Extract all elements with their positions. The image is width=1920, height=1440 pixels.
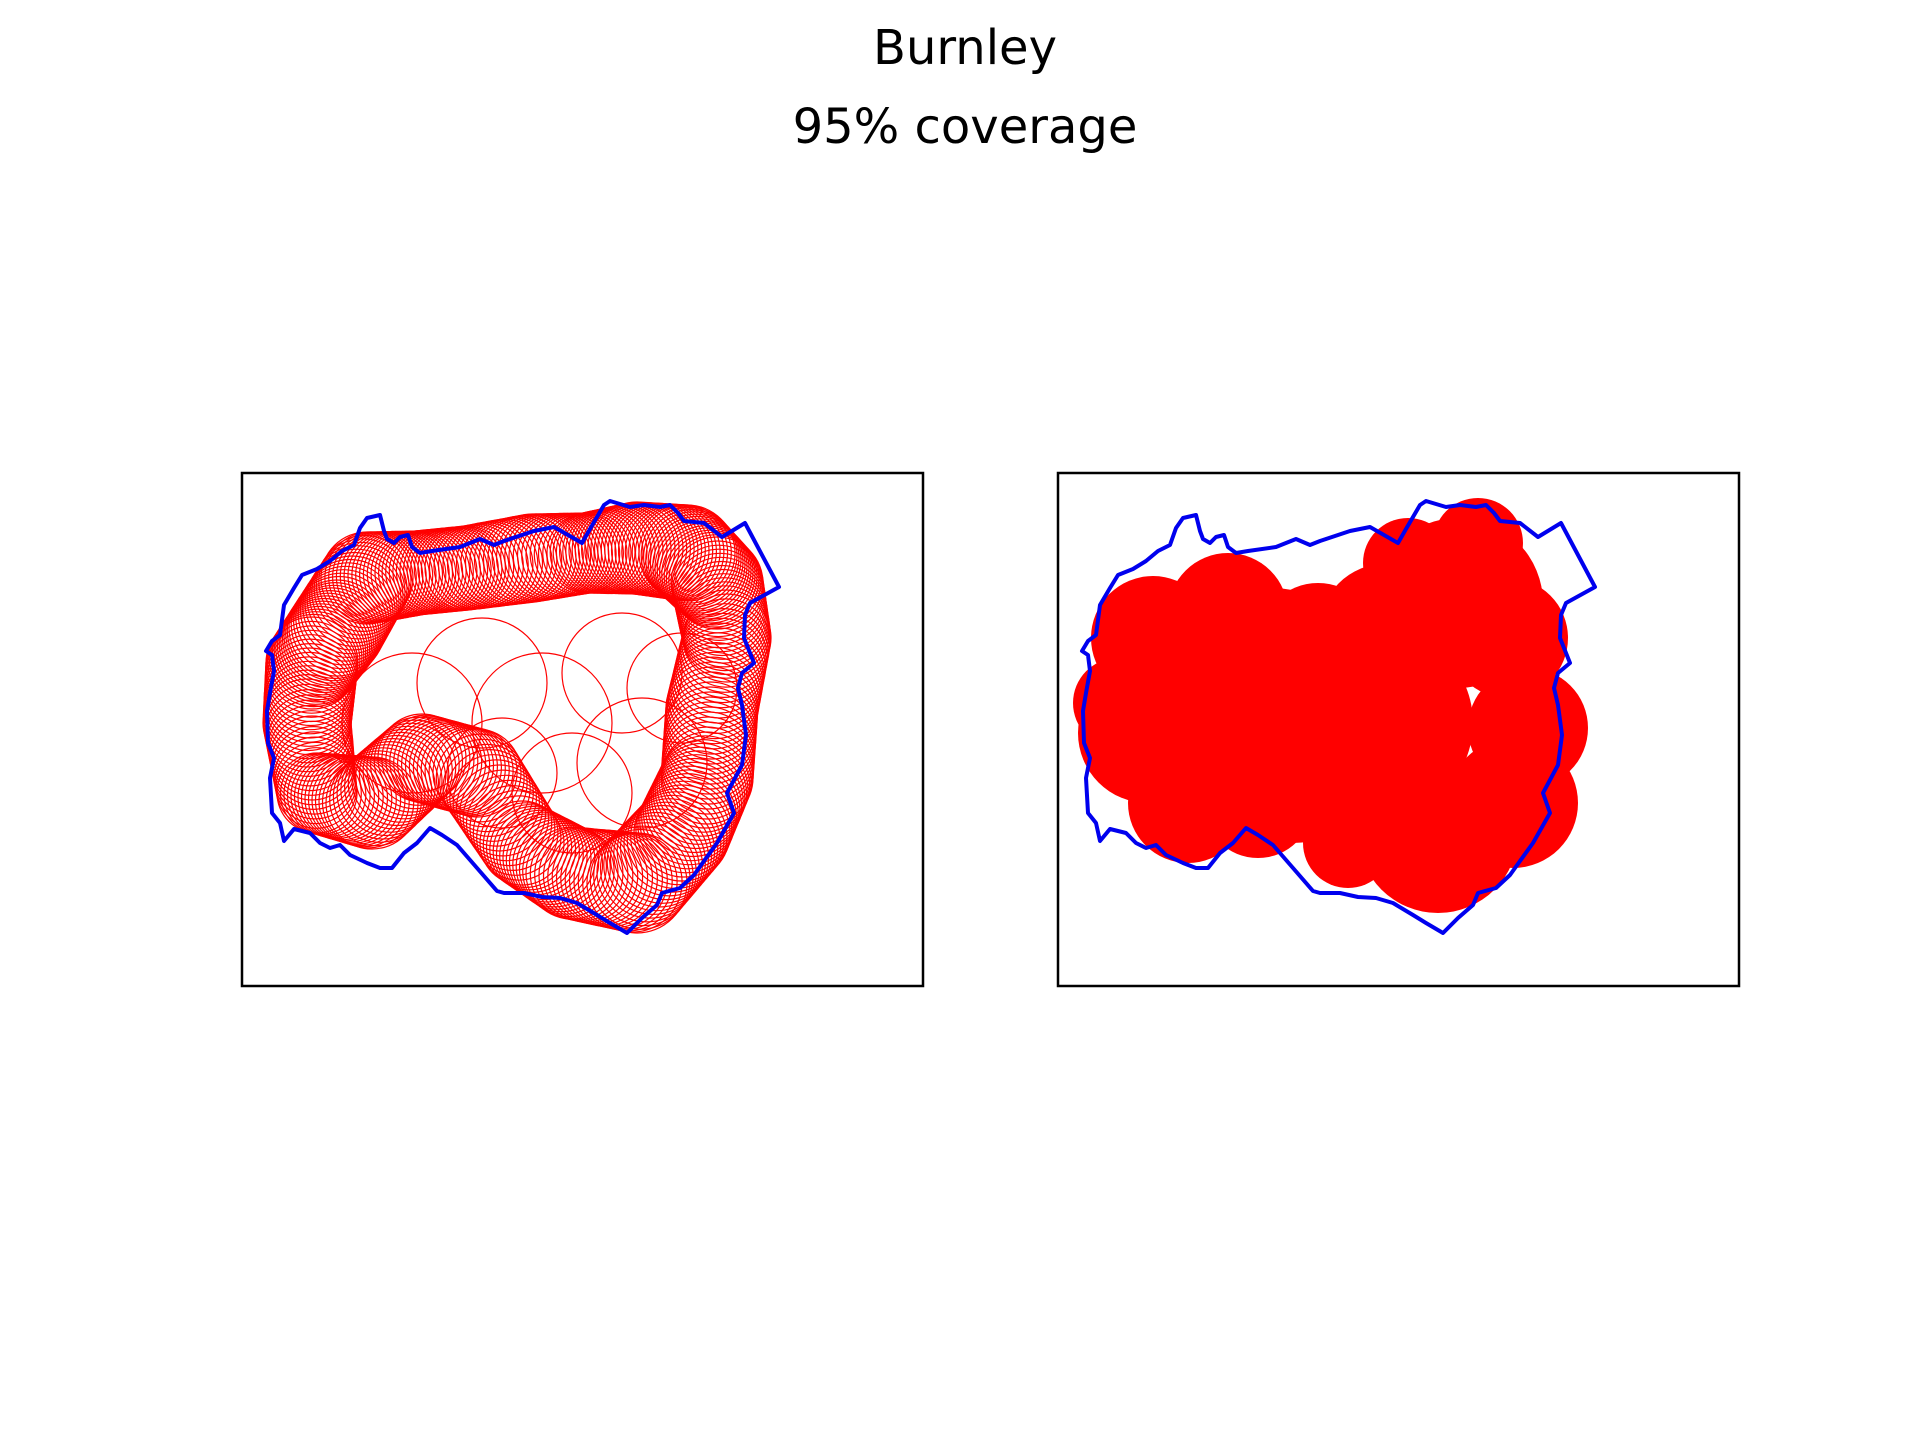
coverage-circle [343, 741, 436, 833]
coverage-circle [638, 504, 736, 602]
coverage-circle [619, 798, 719, 897]
coverage-circle [347, 738, 440, 830]
coverage-circle [275, 600, 371, 696]
coverage-circle [482, 802, 569, 889]
coverage-circle [647, 513, 744, 610]
panel-filled [1056, 471, 1741, 988]
coverage-circle [416, 617, 548, 749]
coverage-circle [341, 652, 483, 794]
coverage-circle [358, 728, 450, 820]
coverage-circle [639, 773, 736, 870]
figure-title: Burnley [873, 20, 1057, 76]
coverage-circle [630, 787, 728, 886]
coverage-circle [332, 750, 426, 843]
coverage-circle [576, 697, 708, 829]
coverage-circle [1358, 753, 1518, 913]
coverage-circle [1363, 518, 1453, 608]
coverage-circle [286, 581, 384, 680]
coverage-circle [654, 742, 749, 837]
coverage-circle [397, 718, 487, 808]
coverage-circle [439, 738, 528, 828]
coverage-fill [1073, 498, 1588, 913]
coverage-circle [658, 735, 752, 829]
figure-subtitle: 95% coverage [793, 99, 1138, 155]
coverage-circle [645, 511, 742, 608]
coverage-circle [442, 743, 531, 833]
coverage-circle [281, 589, 378, 687]
coverage-circle [362, 725, 453, 817]
coverage-circle [315, 538, 410, 633]
coverage-circle [649, 515, 746, 612]
coverage-circle [561, 612, 683, 734]
coverage-circle [268, 611, 363, 705]
coverage-circle [265, 616, 359, 710]
coverage-circle [640, 506, 738, 604]
panel-circles [240, 471, 925, 988]
coverage-circle [283, 587, 380, 684]
coverage-circle [449, 754, 538, 842]
coverage-circle [645, 761, 741, 858]
coverage-circle [446, 717, 558, 829]
coverage-circle [267, 613, 361, 708]
coverage-circle [471, 652, 613, 794]
coverage-circle [285, 584, 382, 682]
coverage-circle [302, 558, 398, 655]
coverage-circle [502, 813, 592, 903]
coverage-circle [656, 739, 751, 833]
coverage-circle [1168, 653, 1308, 793]
coverage-circles [262, 501, 772, 934]
coverage-circle [278, 595, 375, 691]
coverage-circle [276, 597, 373, 694]
coverage-circle [485, 804, 573, 891]
coverage-circle [1448, 578, 1568, 698]
coverage-circle [389, 716, 479, 806]
coverage-circle [652, 746, 748, 841]
coverage-circle [280, 592, 376, 689]
coverage-circle [1433, 498, 1523, 588]
coverage-circle [273, 603, 369, 698]
coverage-circle [455, 764, 544, 852]
coverage-circle [511, 732, 633, 854]
coverage-circle [512, 818, 604, 910]
